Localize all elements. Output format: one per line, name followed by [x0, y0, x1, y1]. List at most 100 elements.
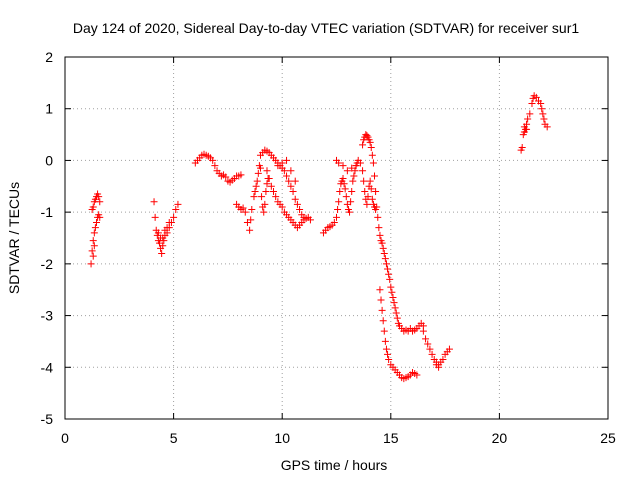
y-tick-label: -4: [41, 359, 54, 375]
data-point: [373, 203, 381, 211]
data-point: [278, 159, 286, 167]
y-tick-label: 2: [45, 49, 53, 65]
data-point: [518, 144, 526, 151]
axis-ticks: 0 5 10 15 20 25 -5 -4 -3 -2 -1 0 1 2: [41, 49, 616, 446]
data-point: [95, 193, 103, 201]
data-point: [426, 345, 434, 353]
data-point: [270, 187, 278, 195]
data-point: [278, 203, 286, 211]
data-point: [285, 177, 293, 185]
data-point: [265, 175, 273, 183]
data-point: [267, 182, 275, 190]
y-tick-label: -5: [41, 411, 54, 427]
data-point: [524, 115, 532, 123]
data-point: [263, 167, 271, 175]
data-point: [445, 345, 453, 353]
data-point: [343, 167, 351, 175]
data-point: [296, 206, 304, 214]
data-point: [424, 340, 432, 348]
data-point: [342, 193, 350, 201]
data-point: [419, 327, 427, 335]
data-point: [96, 213, 104, 221]
data-point: [283, 172, 291, 180]
data-point: [390, 299, 398, 307]
y-tick-label: -1: [41, 204, 54, 220]
data-point: [359, 167, 367, 175]
x-tick-label: 0: [61, 430, 69, 446]
data-point: [261, 200, 269, 208]
data-point: [248, 206, 256, 214]
data-point: [366, 177, 374, 185]
data-point: [347, 198, 355, 206]
data-point: [432, 361, 440, 369]
data-point: [385, 356, 393, 364]
data-point: [346, 208, 354, 216]
data-point: [538, 105, 546, 113]
data-point: [170, 213, 178, 221]
data-point: [376, 231, 384, 239]
data-point: [165, 218, 173, 226]
data-point: [287, 167, 295, 175]
data-point: [368, 151, 376, 159]
x-tick-label: 15: [383, 430, 399, 446]
data-point: [378, 306, 386, 314]
data-point: [350, 172, 358, 180]
data-point: [388, 288, 396, 296]
data-point: [389, 293, 397, 301]
x-tick-label: 10: [274, 430, 290, 446]
data-point: [256, 164, 264, 172]
data-point: [274, 162, 282, 170]
data-point: [384, 265, 392, 273]
data-point: [151, 213, 159, 221]
data-point: [333, 213, 340, 221]
data-point: [262, 187, 270, 195]
y-axis-label: SDTVAR / TECUs: [6, 182, 22, 294]
data-point: [159, 242, 167, 250]
data-point: [375, 224, 383, 232]
data-point: [540, 115, 548, 123]
data-point: [384, 350, 392, 358]
data-point: [369, 159, 377, 167]
data-point: [391, 304, 399, 312]
data-point: [393, 314, 401, 322]
data-point: [539, 110, 547, 118]
data-point: [89, 252, 97, 260]
plot-frame: [64, 56, 609, 420]
data-point: [352, 162, 360, 170]
data-point: [348, 164, 356, 172]
data-point: [381, 337, 389, 345]
data-point: [330, 218, 338, 226]
data-point: [174, 200, 182, 208]
data-point: [360, 177, 368, 185]
data-point: [280, 167, 288, 175]
data-point: [289, 187, 297, 195]
data-point: [341, 185, 349, 193]
data-point: [237, 171, 245, 179]
data-point: [252, 182, 260, 190]
data-point: [528, 100, 536, 108]
data-point: [532, 93, 540, 101]
data-point: [363, 132, 371, 140]
data-point: [150, 198, 158, 206]
data-point: [537, 100, 545, 108]
y-tick-label: 1: [45, 101, 53, 117]
data-point: [90, 242, 98, 250]
data-point: [260, 208, 268, 216]
data-point: [336, 187, 344, 195]
data-point: [372, 187, 380, 195]
data-point: [376, 286, 384, 294]
data-point: [92, 218, 100, 226]
data-point: [250, 193, 258, 201]
data-point: [380, 327, 388, 335]
data-point: [90, 229, 98, 237]
data-point: [422, 335, 430, 343]
data-point: [374, 213, 382, 221]
y-tick-label: -2: [41, 256, 54, 272]
y-tick-label: 0: [45, 152, 53, 168]
data-point: [385, 270, 393, 278]
data-point: [246, 226, 254, 234]
x-axis-label: GPS time / hours: [281, 457, 388, 473]
data-point: [543, 123, 551, 131]
data-point: [89, 237, 97, 245]
